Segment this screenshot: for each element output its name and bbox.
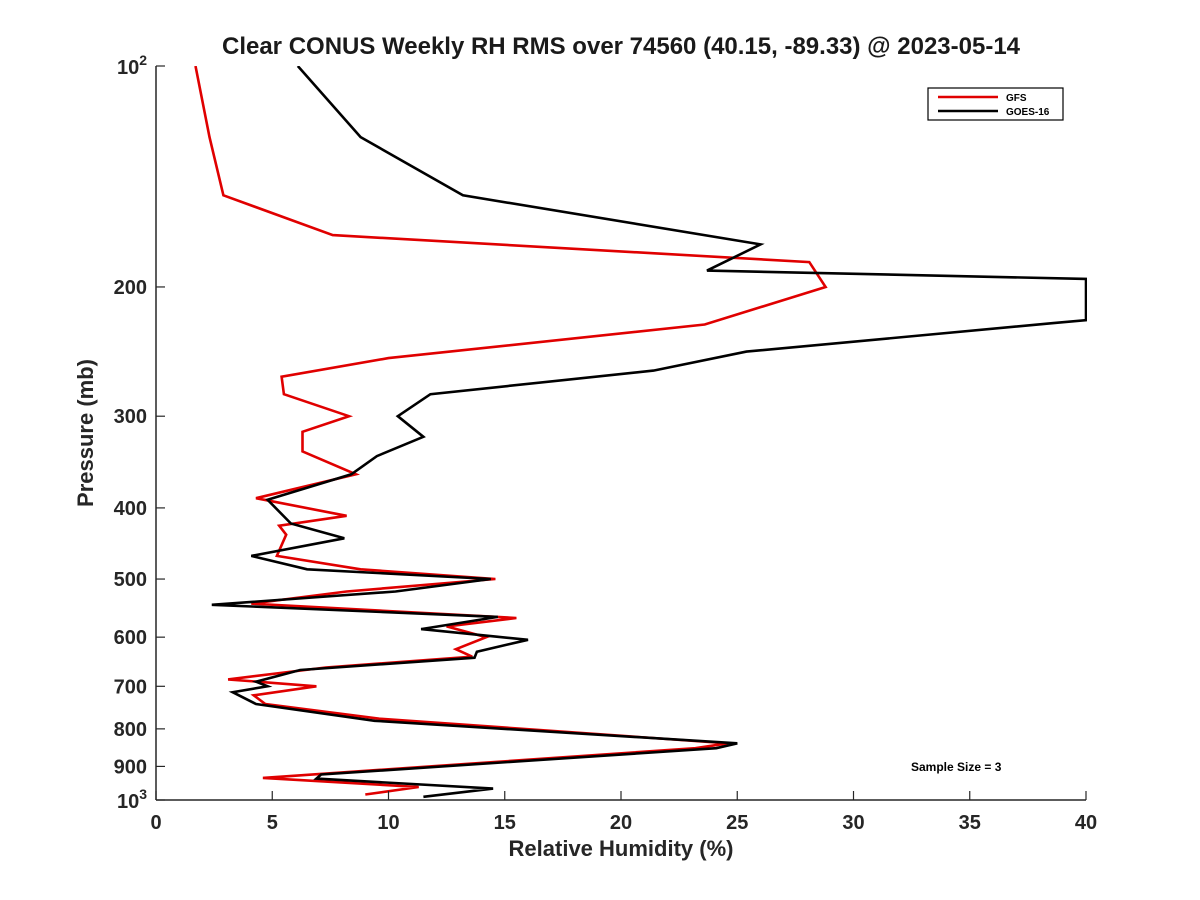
x-axis-label: Relative Humidity (%): [509, 836, 734, 861]
series-line-goes16: [211, 66, 1087, 799]
legend-label-goes16: GOES-16: [1006, 107, 1050, 118]
x-tick-label: 5: [267, 812, 278, 834]
y-tick-label: 700: [114, 676, 147, 698]
x-tick-label: 10: [377, 812, 399, 834]
y-tick-label: 800: [114, 719, 147, 741]
x-tick-label: 35: [959, 812, 981, 834]
y-bottom-tick-base: 10: [117, 791, 139, 813]
x-ticks: 0 5 10 15 20 25 30 35 40: [150, 791, 1097, 834]
plot-area: [156, 66, 1086, 800]
x-tick-label: 25: [726, 812, 748, 834]
chart-title: Clear CONUS Weekly RH RMS over 74560 (40…: [222, 33, 1021, 60]
sample-size-annotation: Sample Size = 3: [911, 760, 1002, 774]
y-axis-label: Pressure (mb): [73, 359, 98, 507]
y-top-tick-exponent: 2: [139, 52, 147, 68]
y-tick-label: 900: [114, 756, 147, 778]
series-line-gfs: [194, 66, 828, 796]
y-tick-label: 600: [114, 627, 147, 649]
x-tick-label: 15: [494, 812, 516, 834]
x-tick-label: 40: [1075, 812, 1097, 834]
x-tick-label: 0: [150, 812, 161, 834]
legend: GFS GOES-16: [927, 87, 1064, 121]
y-top-tick-base: 10: [117, 57, 139, 79]
y-tick-label: 200: [114, 277, 147, 299]
legend-label-gfs: GFS: [1006, 93, 1027, 104]
y-tick-label: 500: [114, 569, 147, 591]
y-bottom-tick-exponent: 3: [139, 786, 147, 802]
series-layer: [194, 66, 1087, 799]
y-bottom-tick-label: 103: [117, 786, 147, 813]
y-tick-label: 400: [114, 498, 147, 520]
y-ticks: 200 300 400 500 600 700 800 900: [114, 65, 165, 801]
x-tick-label: 20: [610, 812, 632, 834]
x-tick-label: 30: [842, 812, 864, 834]
legend-box: [927, 87, 1064, 121]
y-top-tick-label: 102: [117, 52, 147, 79]
y-tick-label: 300: [114, 406, 147, 428]
